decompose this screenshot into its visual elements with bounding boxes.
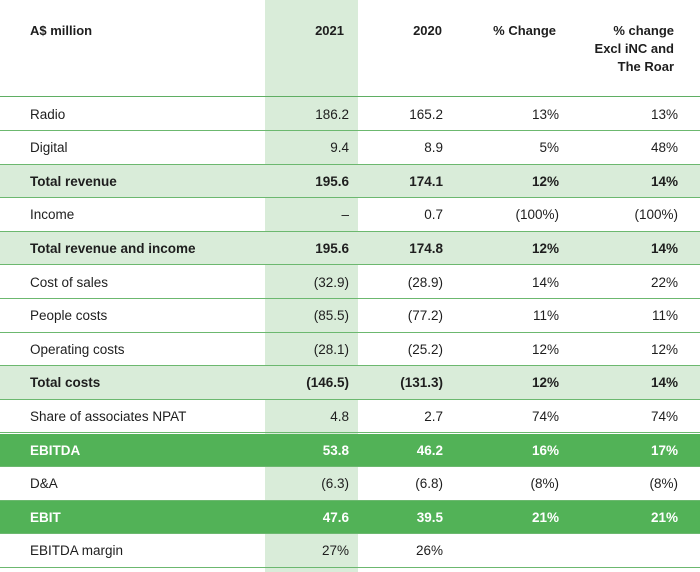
cell-change <box>448 534 562 568</box>
table-row: Total costs (146.5) (131.3) 12% 14% <box>0 366 700 400</box>
header-change-excl-line1: % change <box>613 23 674 38</box>
table-row: Digital 9.4 8.9 5% 48% <box>0 131 700 165</box>
cell-change: 21% <box>531 509 559 525</box>
cell-value-2021: – <box>341 207 349 223</box>
table-row: D&A (6.3) (6.8) (8%) (8%) <box>0 467 700 501</box>
cell-change-excl <box>562 534 682 568</box>
cell-label: Total revenue and income <box>30 240 196 256</box>
cell-value-2020: 26% <box>415 543 443 559</box>
cell-change: 74% <box>531 408 559 424</box>
header-change: % Change <box>493 23 556 38</box>
cell-value-2020: 174.8 <box>409 240 443 256</box>
cell-value-2021: 27% <box>321 543 349 559</box>
cell-value-2021: 53.8 <box>322 442 349 458</box>
cell-value-2021: (32.9) <box>313 274 349 290</box>
cell-value-2020: (28.9) <box>407 274 443 290</box>
cell-value-2021: 195.6 <box>315 173 349 189</box>
cell-change-excl: 17% <box>650 442 678 458</box>
cell-label: Share of associates NPAT <box>30 408 187 424</box>
cell-value-2021: (85.5) <box>313 308 349 324</box>
cell-change: (100%) <box>515 207 559 223</box>
cell-value-2021: 9.4 <box>330 140 349 156</box>
cell-change: 12% <box>531 240 559 256</box>
cell-label: People costs <box>30 308 108 324</box>
cell-change: 5% <box>539 140 559 156</box>
cell-value-2020: 174.1 <box>409 173 443 189</box>
cell-value-2021: 195.6 <box>315 240 349 256</box>
header-label: A$ million <box>30 23 93 38</box>
cell-label: Total costs <box>30 375 101 391</box>
cell-label: Cost of sales <box>30 274 109 290</box>
cell-label: EBITDA margin <box>30 543 124 559</box>
cell-label: Digital <box>30 140 68 156</box>
cell-change: 13% <box>531 106 559 122</box>
cell-value-2021: (28.1) <box>313 341 349 357</box>
header-change-excl: % change Excl iNC and The Roar <box>562 22 682 76</box>
cell-change: 12% <box>531 375 559 391</box>
cell-value-2021: 47.6 <box>322 509 349 525</box>
cell-label: Total revenue <box>30 173 117 189</box>
cell-value-2020: 8.9 <box>424 140 443 156</box>
table-row: Total revenue 195.6 174.1 12% 14% <box>0 164 700 199</box>
table-row: EBIT 47.6 39.5 21% 21% <box>0 500 700 535</box>
table-row: Share of associates NPAT 4.8 2.7 74% 74% <box>0 400 700 434</box>
cell-change-excl: (100%) <box>634 207 678 223</box>
cell-change-excl: 21% <box>650 509 678 525</box>
cell-label: Income <box>30 207 75 223</box>
table-header: A$ million 2021 2020 % Change % change E… <box>0 0 700 97</box>
cell-value-2020: 165.2 <box>409 106 443 122</box>
table-row: Cost of sales (32.9) (28.9) 14% 22% <box>0 266 700 300</box>
cell-value-2020: 39.5 <box>416 509 443 525</box>
cell-label: EBITDA <box>30 442 81 458</box>
cell-label: Operating costs <box>30 341 125 357</box>
cell-change: 14% <box>531 274 559 290</box>
table-row: People costs (85.5) (77.2) 11% 11% <box>0 299 700 333</box>
table-row: EBITDA margin 27% 26% <box>0 534 700 568</box>
cell-value-2020: 2.7 <box>424 408 443 424</box>
header-change-excl-line3: The Roar <box>617 59 674 74</box>
table-row: Total revenue and income 195.6 174.8 12% 14% <box>0 231 700 266</box>
cell-value-2021: 186.2 <box>315 106 349 122</box>
cell-value-2021: (146.5) <box>306 375 349 391</box>
cell-change-excl: 11% <box>651 308 678 324</box>
header-change-excl-line2: Excl iNC and <box>594 41 674 56</box>
cell-change-excl: 13% <box>650 106 678 122</box>
cell-value-2020: (131.3) <box>400 375 443 391</box>
cell-label: Radio <box>30 106 66 122</box>
header-2021: 2021 <box>315 23 344 38</box>
cell-value-2020: 0.7 <box>424 207 443 223</box>
cell-change-excl: 48% <box>650 140 678 156</box>
header-2020: 2020 <box>413 23 442 38</box>
cell-change: 11% <box>532 308 559 324</box>
cell-value-2021: 4.8 <box>330 408 349 424</box>
cell-change-excl: 14% <box>650 375 678 391</box>
table-row: Income – 0.7 (100%) (100%) <box>0 198 700 232</box>
cell-change: 12% <box>531 341 559 357</box>
cell-change: (8%) <box>530 476 559 492</box>
cell-change-excl: 14% <box>650 173 678 189</box>
cell-value-2020: 46.2 <box>416 442 443 458</box>
column-2021-highlight <box>265 0 358 572</box>
table-row: Radio 186.2 165.2 13% 13% <box>0 98 700 132</box>
cell-change-excl: 22% <box>650 274 678 290</box>
table-row: Operating costs (28.1) (25.2) 12% 12% <box>0 333 700 367</box>
cell-change-excl: 74% <box>650 408 678 424</box>
cell-value-2021: (6.3) <box>321 476 349 492</box>
cell-change: 16% <box>531 442 559 458</box>
cell-change-excl: (8%) <box>649 476 678 492</box>
cell-change-excl: 12% <box>650 341 678 357</box>
cell-change: 12% <box>531 173 559 189</box>
table-row: EBITDA 53.8 46.2 16% 17% <box>0 433 700 468</box>
cell-value-2020: (77.2) <box>407 308 443 324</box>
cell-label: EBIT <box>30 509 61 525</box>
cell-value-2020: (6.8) <box>415 476 443 492</box>
cell-change-excl: 14% <box>650 240 678 256</box>
cell-value-2020: (25.2) <box>407 341 443 357</box>
cell-label: D&A <box>30 476 58 492</box>
